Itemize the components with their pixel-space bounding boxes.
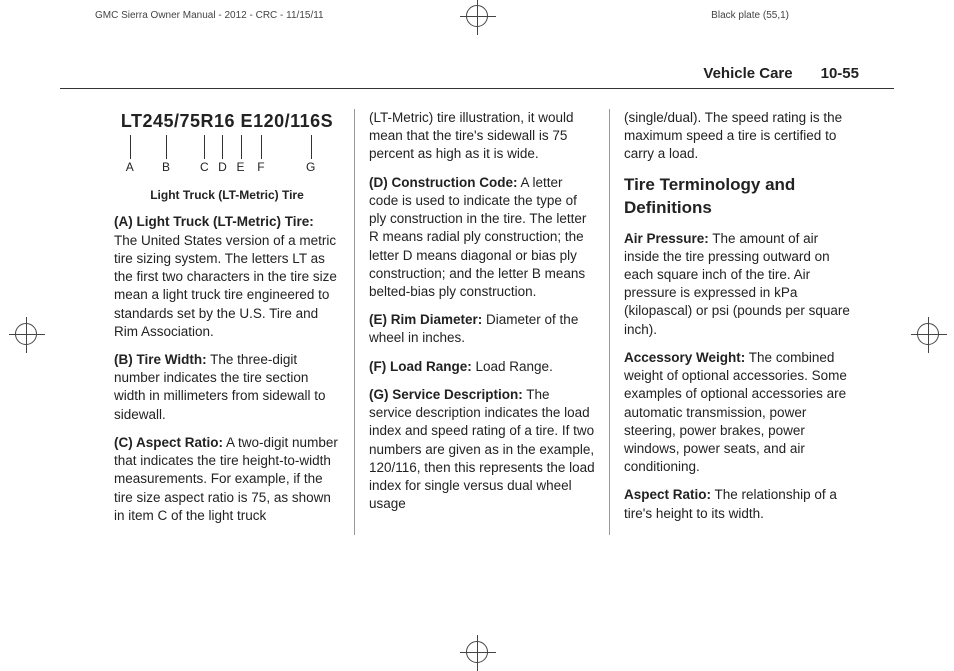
body-a: The United States version of a metric ti… xyxy=(114,233,337,339)
para-air-pressure: Air Pressure: The amount of air inside t… xyxy=(624,230,850,339)
running-head: Vehicle Care 10-55 xyxy=(60,40,894,89)
tire-callout-lines: A B CDEF G xyxy=(114,135,340,175)
registration-mark-top xyxy=(466,5,488,27)
lead-f: (F) Load Range: xyxy=(369,359,472,374)
registration-mark-right xyxy=(917,323,939,345)
lead-e: (E) Rim Diameter: xyxy=(369,312,482,327)
para-d: (D) Construction Code: A letter code is … xyxy=(369,174,595,302)
lead-a: (A) Light Truck (LT-Metric) Tire: xyxy=(114,214,314,229)
tire-size-diagram: LT245/75R16 E120/116S A B CDEF G xyxy=(114,109,340,175)
registration-mark-left xyxy=(15,323,37,345)
column-3: (single/dual). The speed rating is the m… xyxy=(610,109,864,535)
lead-b: (B) Tire Width: xyxy=(114,352,207,367)
callout-label: G xyxy=(306,159,315,175)
header-left: GMC Sierra Owner Manual - 2012 - CRC - 1… xyxy=(95,10,324,21)
callout-tick xyxy=(204,135,205,159)
para-accessory-weight: Accessory Weight: The combined weight of… xyxy=(624,349,850,477)
content-columns: LT245/75R16 E120/116S A B CDEF G Light Truc… xyxy=(60,89,894,535)
callout-tick xyxy=(241,135,242,159)
callout-tick xyxy=(311,135,312,159)
lead-g: (G) Service Description: xyxy=(369,387,523,402)
registration-mark-bottom xyxy=(466,641,488,663)
lead-c: (C) Aspect Ratio: xyxy=(114,435,223,450)
body-c-cont: (LT-Metric) tire illustration, it would … xyxy=(369,110,574,161)
callout-tick xyxy=(222,135,223,159)
para-c: (C) Aspect Ratio: A two-digit number tha… xyxy=(114,434,340,525)
body-air-pressure: The amount of air inside the tire pressi… xyxy=(624,231,850,337)
body-d: A letter code is used to indicate the ty… xyxy=(369,175,586,299)
column-2: (LT-Metric) tire illustration, it would … xyxy=(354,109,610,535)
para-f: (F) Load Range: Load Range. xyxy=(369,358,595,376)
section-title: Vehicle Care xyxy=(703,65,792,82)
callout-tick xyxy=(166,135,167,159)
diagram-caption: Light Truck (LT-Metric) Tire xyxy=(114,187,340,203)
para-g-cont: (single/dual). The speed rating is the m… xyxy=(624,109,850,164)
body-g-cont: (single/dual). The speed rating is the m… xyxy=(624,110,842,161)
callout-label: F xyxy=(257,159,264,175)
callout-label: B xyxy=(162,159,170,175)
callout-label: E xyxy=(237,159,245,175)
callout-label: C xyxy=(200,159,209,175)
page-number: 10-55 xyxy=(821,65,859,82)
body-accessory-weight: The combined weight of optional accessor… xyxy=(624,350,847,474)
callout-tick xyxy=(261,135,262,159)
column-1: LT245/75R16 E120/116S A B CDEF G Light Truc… xyxy=(100,109,354,535)
callout-tick xyxy=(130,135,131,159)
body-g: The service description indicates the lo… xyxy=(369,387,595,511)
terminology-heading: Tire Terminology and Definitions xyxy=(624,174,850,220)
para-g: (G) Service Description: The service des… xyxy=(369,386,595,514)
lead-air-pressure: Air Pressure: xyxy=(624,231,709,246)
callout-label: A xyxy=(126,159,134,175)
para-a: (A) Light Truck (LT-Metric) Tire: The Un… xyxy=(114,213,340,341)
para-aspect-ratio: Aspect Ratio: The relationship of a tire… xyxy=(624,486,850,522)
lead-d: (D) Construction Code: xyxy=(369,175,517,190)
para-c-cont: (LT-Metric) tire illustration, it would … xyxy=(369,109,595,164)
callout-label: D xyxy=(218,159,227,175)
para-b: (B) Tire Width: The three-digit number i… xyxy=(114,351,340,424)
body-f: Load Range. xyxy=(472,359,553,374)
header-right: Black plate (55,1) xyxy=(711,10,789,21)
para-e: (E) Rim Diameter: Diameter of the wheel … xyxy=(369,311,595,347)
tire-code-text: LT245/75R16 E120/116S xyxy=(121,109,333,133)
lead-aspect-ratio: Aspect Ratio: xyxy=(624,487,711,502)
page-frame: Vehicle Care 10-55 LT245/75R16 E120/116S… xyxy=(60,40,894,628)
lead-accessory-weight: Accessory Weight: xyxy=(624,350,745,365)
